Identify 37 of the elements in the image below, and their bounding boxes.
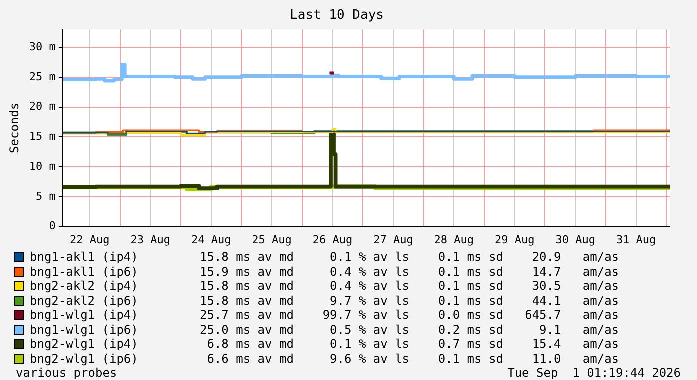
legend-label: bng2-akl2 (ip4) [30,279,140,294]
text: 15.8 ms av md 0.1 % av ls 0.1 ms sd 20.9 am/as [200,250,620,264]
legend-label: bng1-akl1 (ip4) [30,250,140,264]
legend-label: bng2-wlg1 (ip6) [30,352,140,366]
x-tick-label: 27 Aug [374,233,414,246]
y-tick-label: 30 m [29,40,56,54]
text: 25.0 ms av md 0.5 % av ls 0.2 ms sd 9.1 am/as [200,322,620,337]
x-tick-label: 24 Aug [191,233,232,246]
x-tick-label: 23 Aug [130,233,170,246]
y-axis-title: Seconds [7,102,22,154]
text: 25.7 ms av md 99.7 % av ls 0.0 ms sd 645.7 am/as [200,308,620,322]
x-tick-label: 26 Aug [312,233,353,246]
text: 6.6 ms av md 9.6 % av ls 0.1 ms sd 11.0 am/as [206,352,620,366]
y-tick-label: 15 m [29,130,56,144]
x-tick-label: 25 Aug [252,233,292,246]
y-tick-label: 0 [49,220,56,233]
chart-title: Last 10 Days [290,8,384,24]
text: Tue Sep 1 01:19:44 2026 [508,366,681,380]
legend-label: bng1-wlg1 (ip6) [30,322,140,337]
text: 15.8 ms av md 9.7 % av ls 0.1 ms sd 44.1 am/as [200,294,620,308]
x-tick-label: 31 Aug [616,233,656,246]
x-tick-label: 28 Aug [434,233,474,246]
x-tick-label: 30 Aug [556,233,596,246]
x-tick-label: 22 Aug [70,233,110,246]
y-tick-label: 10 m [29,160,56,173]
y-tick-label: 5 m [36,190,56,203]
legend-label: bng2-akl2 (ip6) [30,294,140,308]
legend-label: bng1-wlg1 (ip4) [30,308,140,322]
y-tick-label: 25 m [29,70,56,84]
text: various probes [16,366,118,380]
text: 6.8 ms av md 0.1 % av ls 0.7 ms sd 15.4 am/as [206,337,620,352]
text: 15.8 ms av md 0.4 % av ls 0.1 ms sd 30.5 am/as [200,279,620,294]
x-tick-label: 29 Aug [495,233,535,246]
y-tick-label: 20 m [29,100,56,114]
legend-label: bng2-wlg1 (ip4) [30,337,140,352]
legend-label: bng1-akl1 (ip6) [30,264,140,279]
text: 15.9 ms av md 0.4 % av ls 0.1 ms sd 14.7 am/as [200,264,620,279]
